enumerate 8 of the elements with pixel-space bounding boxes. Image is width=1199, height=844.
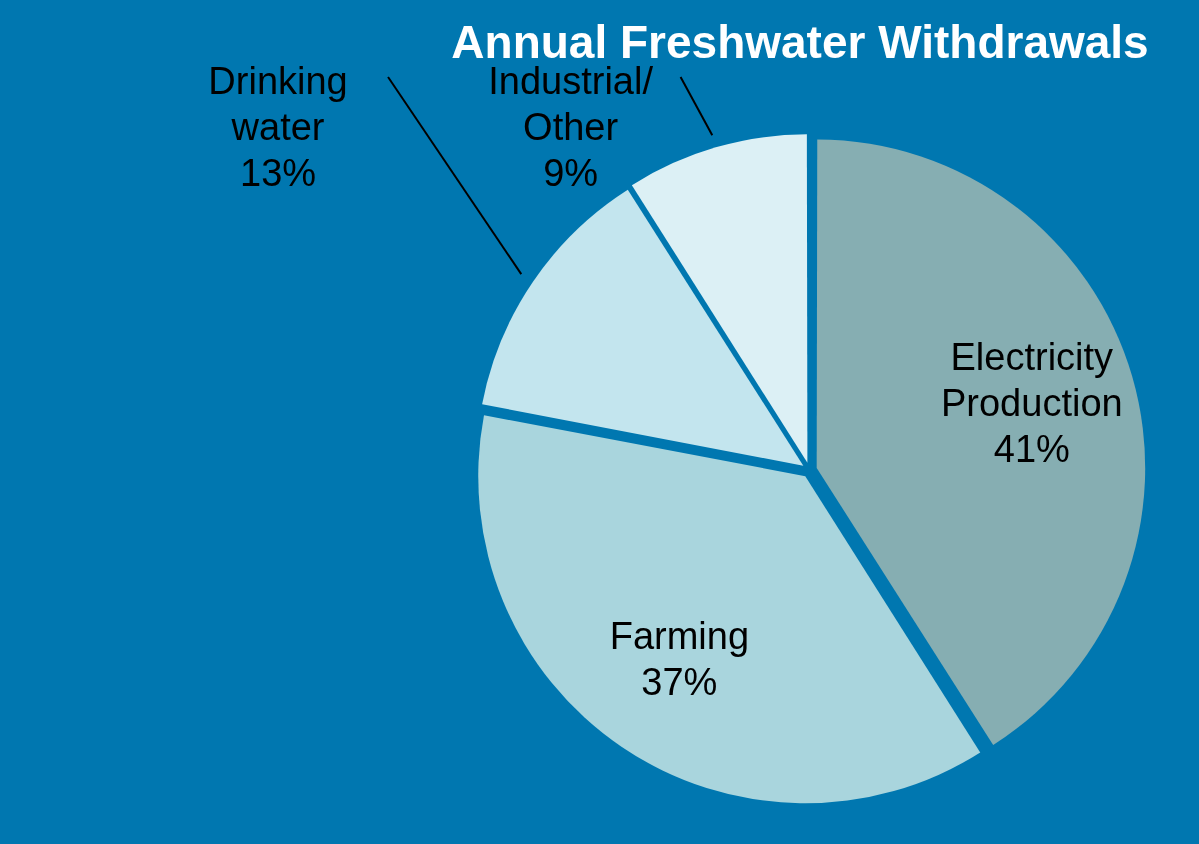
data-label: 41% [993,427,1070,470]
data-label: 13% [240,152,317,195]
slice-label: Farming [609,614,750,657]
data-label: 37% [641,660,718,703]
data-label: 9% [543,152,599,195]
slice-label: Electricity Production [940,335,1123,424]
slice-label: Drinking water [208,60,348,149]
slice-label: Industrial/ Other [488,60,654,149]
